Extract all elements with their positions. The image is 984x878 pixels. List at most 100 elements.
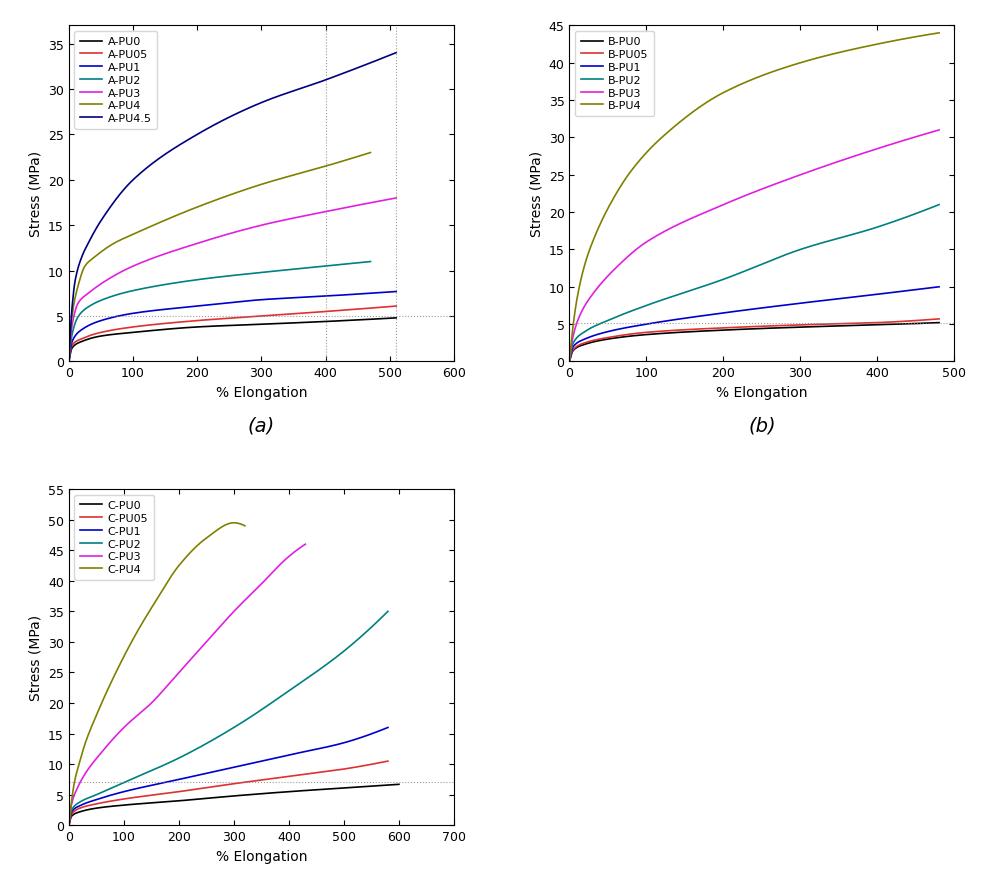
C-PU4 <box>228 518 240 529</box>
A-PU3 <box>169 246 181 256</box>
A-PU4.5 <box>169 143 181 154</box>
C-PU4 <box>63 820 75 831</box>
A-PU3 <box>269 218 280 228</box>
B-PU0 <box>564 356 576 367</box>
B-PU1 <box>933 282 945 292</box>
A-PU2 <box>253 268 265 278</box>
C-PU0 <box>63 820 75 831</box>
A-PU3 <box>193 239 205 249</box>
Line: B-PU3: B-PU3 <box>570 131 939 362</box>
Line: C-PU4: C-PU4 <box>69 523 245 825</box>
A-PU3 <box>102 275 114 285</box>
B-PU0 <box>796 322 808 333</box>
Y-axis label: Stress (MPa): Stress (MPa) <box>29 615 42 701</box>
C-PU4 <box>190 542 202 552</box>
C-PU0 <box>303 785 315 795</box>
A-PU4 <box>99 244 111 255</box>
C-PU0 <box>393 779 404 789</box>
C-PU2 <box>382 607 394 617</box>
B-PU05 <box>564 356 576 367</box>
C-PU0 <box>102 802 114 812</box>
Line: C-PU0: C-PU0 <box>69 784 399 825</box>
B-PU3 <box>709 204 721 214</box>
A-PU1 <box>391 287 402 298</box>
B-PU3 <box>684 214 696 225</box>
B-PU4 <box>608 193 620 204</box>
Line: A-PU4: A-PU4 <box>69 154 371 362</box>
B-PU4 <box>796 58 808 68</box>
A-PU05 <box>169 318 181 328</box>
B-PU0 <box>832 321 844 332</box>
B-PU4 <box>564 356 576 367</box>
A-PU3 <box>301 211 313 221</box>
C-PU3 <box>92 752 103 763</box>
B-PU0 <box>608 334 620 344</box>
A-PU0 <box>63 356 75 367</box>
A-PU0 <box>169 324 181 335</box>
Y-axis label: Stress (MPa): Stress (MPa) <box>529 151 543 237</box>
A-PU1 <box>269 294 280 305</box>
A-PU4 <box>282 172 294 183</box>
B-PU1 <box>832 294 844 305</box>
B-PU3 <box>608 265 620 276</box>
Line: B-PU4: B-PU4 <box>570 33 939 362</box>
B-PU2 <box>830 234 842 245</box>
C-PU2 <box>167 756 179 766</box>
C-PU4 <box>120 647 132 658</box>
A-PU05 <box>299 308 311 319</box>
X-axis label: % Elongation: % Elongation <box>716 385 808 399</box>
A-PU4.5 <box>193 129 205 140</box>
Line: A-PU05: A-PU05 <box>69 306 397 362</box>
B-PU1 <box>608 326 620 336</box>
A-PU4.5 <box>63 356 75 367</box>
C-PU4 <box>85 725 96 736</box>
Line: C-PU1: C-PU1 <box>69 728 388 825</box>
A-PU2 <box>99 294 111 305</box>
C-PU05 <box>382 756 394 766</box>
B-PU2 <box>832 234 844 244</box>
B-PU05 <box>684 325 696 335</box>
Line: B-PU1: B-PU1 <box>570 287 939 362</box>
C-PU3 <box>212 624 223 635</box>
B-PU1 <box>564 356 576 367</box>
B-PU05 <box>830 320 842 330</box>
B-PU05 <box>608 332 620 342</box>
A-PU2 <box>182 277 194 287</box>
C-PU1 <box>189 771 201 781</box>
A-PU1 <box>63 356 75 367</box>
A-PU4.5 <box>299 83 311 93</box>
C-PU3 <box>63 820 75 831</box>
C-PU1 <box>264 754 276 765</box>
Text: (a): (a) <box>248 416 275 435</box>
Line: C-PU2: C-PU2 <box>69 612 388 825</box>
A-PU4 <box>253 181 265 191</box>
A-PU05 <box>63 356 75 367</box>
A-PU2 <box>161 279 173 290</box>
B-PU3 <box>933 126 945 136</box>
A-PU4 <box>365 148 377 159</box>
B-PU1 <box>684 313 696 323</box>
C-PU1 <box>295 747 307 758</box>
A-PU1 <box>193 301 205 312</box>
C-PU05 <box>167 788 179 798</box>
A-PU0 <box>102 330 114 341</box>
A-PU2 <box>282 265 294 276</box>
A-PU0 <box>269 319 280 329</box>
A-PU2 <box>280 265 292 276</box>
C-PU2 <box>293 679 305 689</box>
B-PU0 <box>933 318 945 328</box>
A-PU1 <box>102 313 114 324</box>
A-PU0 <box>301 318 313 328</box>
C-PU05 <box>63 820 75 831</box>
B-PU0 <box>684 327 696 338</box>
B-PU1 <box>796 299 808 309</box>
A-PU05 <box>301 308 313 319</box>
Line: A-PU4.5: A-PU4.5 <box>69 54 397 362</box>
B-PU05 <box>709 324 721 335</box>
A-PU3 <box>391 193 402 204</box>
A-PU0 <box>299 318 311 328</box>
C-PU2 <box>189 745 201 755</box>
B-PU2 <box>709 277 721 288</box>
A-PU4 <box>161 215 173 226</box>
Line: B-PU0: B-PU0 <box>570 323 939 362</box>
